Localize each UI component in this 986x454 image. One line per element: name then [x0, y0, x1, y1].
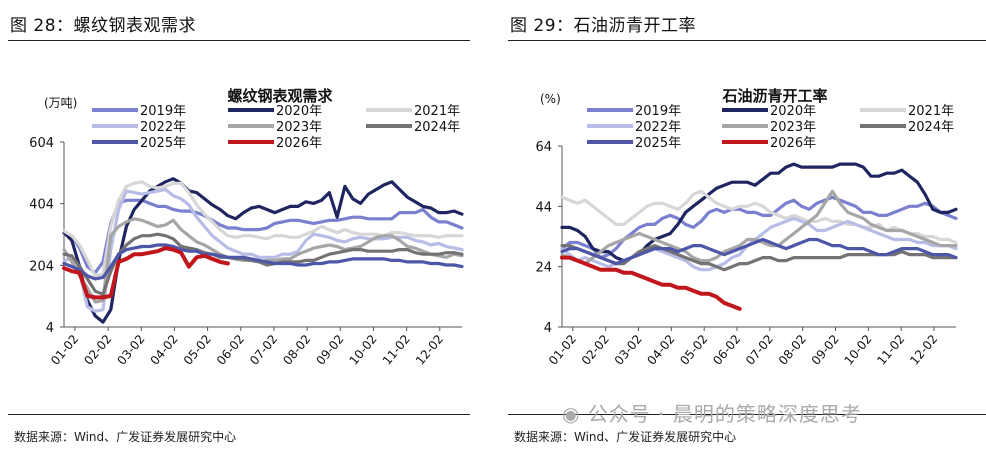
watermark-text: 公众号 · 晨明的策略深度思考: [587, 402, 862, 426]
bottom-rule: [508, 414, 986, 415]
x-tick-label: 12-02: [907, 332, 940, 368]
legend-label-2019: 2019年: [140, 104, 186, 119]
bottom-rule: [8, 414, 470, 415]
figure-source: 数据来源：Wind、广发证券发展研究中心: [14, 430, 237, 444]
legend-label-2023: 2023年: [276, 120, 322, 135]
figure-panel-right: 图 29：石油沥青开工率 数据来源：Wind、广发证券发展研究中心: [500, 0, 986, 454]
legend-label-2025: 2025年: [635, 136, 681, 151]
series-line-2024: [62, 232, 464, 296]
legend-label-2026: 2026年: [276, 136, 322, 151]
wechat-icon: ◉: [562, 402, 581, 426]
chart-title: 螺纹钢表观需求: [227, 87, 333, 105]
y-tick-label: 404: [29, 198, 54, 213]
top-rule: [508, 40, 986, 41]
x-tick-label: 06-02: [710, 332, 743, 368]
x-tick-label: 03-02: [612, 332, 645, 368]
y-axis-label: (万吨): [44, 96, 77, 110]
legend-label-2024: 2024年: [414, 120, 460, 135]
x-tick-label: 04-02: [644, 332, 677, 368]
x-tick-label: 11-02: [874, 332, 907, 368]
legend-label-2022: 2022年: [140, 120, 186, 135]
legend-label-2026: 2026年: [770, 136, 816, 151]
y-tick-label: 4: [46, 321, 54, 336]
watermark: ◉ 公众号 · 晨明的策略深度思考: [562, 398, 862, 427]
legend-label-2024: 2024年: [908, 120, 954, 135]
series-line-2019: [62, 198, 464, 275]
legend-label-2020: 2020年: [770, 104, 816, 119]
y-tick-label: 204: [29, 259, 54, 274]
series-line-2026: [560, 255, 742, 311]
series-line-2020: [62, 177, 464, 324]
legend-label-2019: 2019年: [635, 104, 681, 119]
legend-label-2021: 2021年: [414, 104, 460, 119]
legend-label-2022: 2022年: [635, 120, 681, 135]
x-tick-label: 01-02: [546, 332, 579, 368]
y-axis-label: (%): [540, 92, 561, 106]
y-tick-label: 64: [535, 140, 552, 155]
series-line-2026: [62, 246, 230, 300]
y-tick-label: 24: [535, 261, 552, 276]
legend-label-2021: 2021年: [908, 104, 954, 119]
x-tick-label: 07-02: [743, 332, 776, 368]
y-tick-label: 44: [535, 200, 552, 215]
figure-title: 图 29：石油沥青开工率: [510, 16, 697, 36]
series-line-2025: [62, 243, 464, 281]
x-tick-label: 02-02: [579, 332, 612, 368]
y-tick-label: 604: [29, 136, 54, 151]
x-tick-label: 05-02: [677, 332, 710, 368]
x-tick-label: 10-02: [841, 332, 874, 368]
chart-title: 石油沥青开工率: [721, 87, 827, 105]
x-tick-label: 09-02: [809, 332, 842, 368]
legend-label-2023: 2023年: [770, 120, 816, 135]
series-line-2021: [62, 180, 464, 278]
figure-source: 数据来源：Wind、广发证券发展研究中心: [514, 430, 737, 444]
figure-title: 图 28：螺纹钢表观需求: [10, 16, 197, 36]
legend-label-2025: 2025年: [140, 136, 186, 151]
figure-panel-left: 图 28：螺纹钢表观需求 数据来源：Wind、广发证券发展研究中心: [0, 0, 470, 454]
legend-label-2020: 2020年: [276, 104, 322, 119]
top-rule: [8, 40, 470, 41]
x-tick-label: 08-02: [776, 332, 809, 368]
y-tick-label: 4: [544, 321, 552, 336]
series-line-2025: [560, 237, 958, 266]
